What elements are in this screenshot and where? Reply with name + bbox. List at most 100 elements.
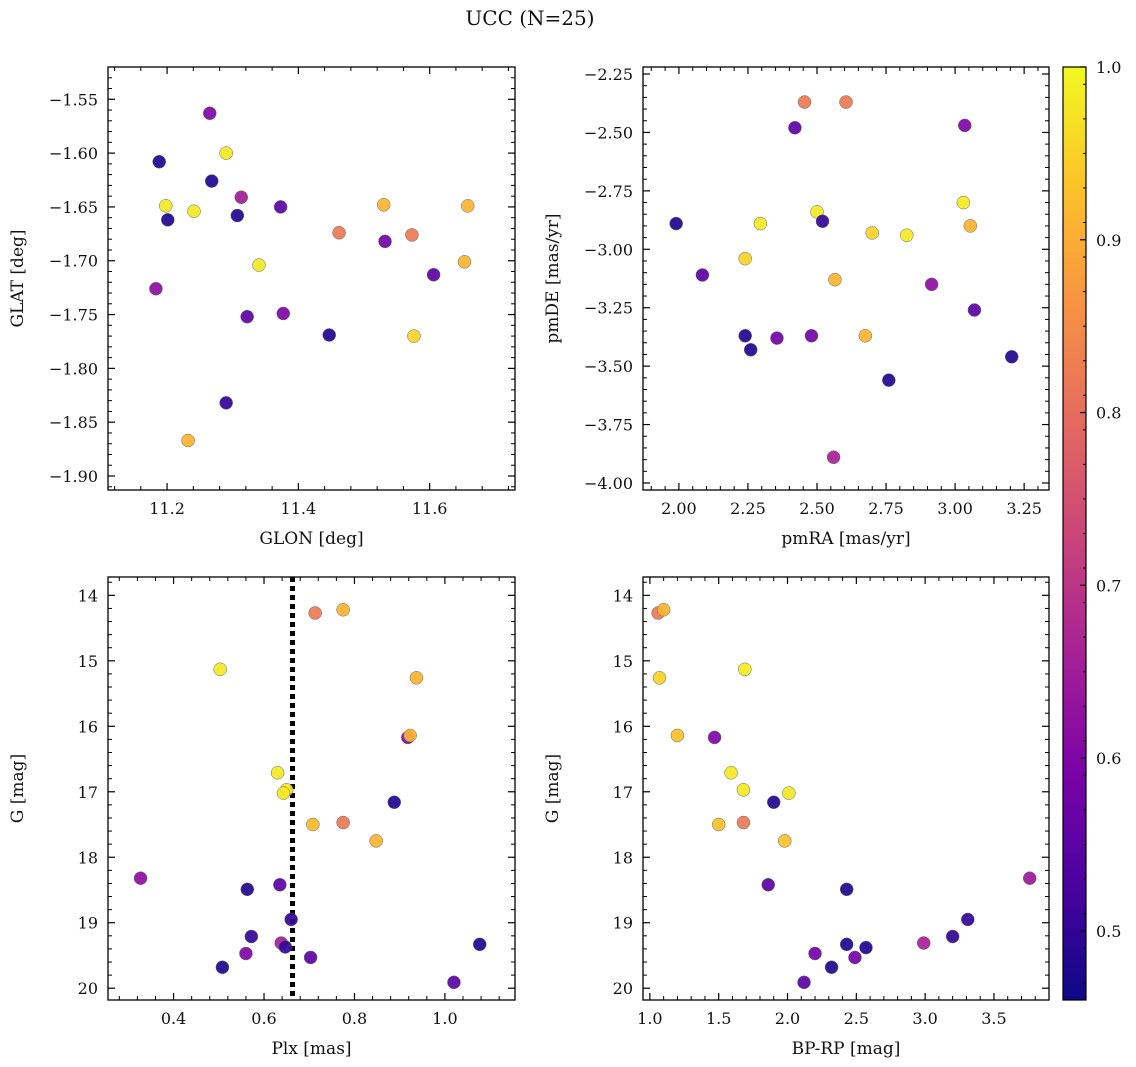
scatter-point [958, 118, 972, 133]
y-tick-label: −1.90 [49, 467, 98, 486]
y-axis-label: G [mag] [8, 754, 28, 823]
y-tick-label: −3.50 [584, 357, 633, 376]
y-tick-label: −3.00 [584, 240, 633, 259]
scatter-point [945, 929, 960, 944]
scatter-point [656, 602, 671, 617]
scatter-point [240, 309, 254, 324]
scatter-point [276, 306, 291, 321]
x-tick-label: 2.50 [799, 499, 835, 518]
scatter-point [900, 228, 914, 243]
scatter-point [770, 331, 784, 345]
scatter-point [738, 251, 752, 266]
y-tick-label: −2.25 [584, 65, 633, 84]
scatter-point [848, 950, 862, 965]
scatter-point [303, 950, 318, 965]
scatter-point [967, 303, 982, 317]
y-tick-label: −3.25 [584, 299, 633, 318]
scatter-point [133, 871, 148, 885]
y-tick-label: 16 [613, 717, 633, 736]
scatter-point [839, 882, 854, 897]
colorbar-tick-label: 0.5 [1096, 922, 1121, 941]
figure-title: UCC (N=25) [465, 6, 595, 30]
scatter-point [865, 226, 879, 240]
y-tick-label: −1.55 [49, 90, 98, 109]
x-tick-label: 0.6 [251, 1009, 276, 1028]
subplot-glon-glat: 11.2 11.4 11.6 −1.90 −1.85 −1.80 −1.75 −1.70 −1.… [8, 66, 516, 549]
x-tick-label: 3.0 [912, 1009, 937, 1028]
scatter-point [858, 329, 873, 343]
y-axis-label: pmDE [mas/yr] [543, 213, 563, 343]
scatter-point [409, 671, 424, 685]
scatter-point [284, 912, 298, 927]
scatter-point [230, 208, 245, 223]
scatter-point [743, 343, 758, 357]
scatter-point [788, 121, 802, 135]
scatter-point [239, 946, 253, 961]
x-tick-label: 3.25 [1006, 499, 1042, 518]
y-tick-label: −3.75 [584, 416, 633, 435]
scatter-point [761, 878, 775, 892]
scatter-point [652, 671, 667, 685]
x-tick-label: 1.5 [706, 1009, 731, 1028]
scatter-point [219, 146, 233, 160]
scatter-point [336, 815, 350, 830]
scatter-point [736, 783, 751, 797]
y-tick-label: −1.70 [49, 252, 98, 271]
scatter-point [804, 329, 819, 343]
x-axis-label: BP-RP [mag] [792, 1039, 901, 1059]
scatter-point [378, 234, 392, 249]
scatter-point [336, 602, 350, 617]
scatter-point [234, 190, 249, 204]
scatter-point [797, 975, 811, 990]
scatter-point [707, 730, 722, 745]
x-tick-label: 2.5 [844, 1009, 869, 1028]
scatter-point [839, 937, 854, 952]
scatter-point [308, 606, 322, 620]
y-tick-label: 20 [613, 979, 633, 998]
x-tick-label: 0.4 [161, 1009, 186, 1028]
scatter-point [808, 946, 822, 961]
y-tick-label: −1.80 [49, 359, 98, 378]
scatter-point [766, 795, 781, 810]
y-tick-label: 15 [78, 652, 98, 671]
scatter-point [426, 267, 441, 282]
colorbar-tick-label: 1.0 [1096, 58, 1121, 77]
axes-frame [642, 576, 1050, 1001]
scatter-point [859, 940, 873, 955]
y-tick-label: 20 [78, 979, 98, 998]
y-tick-label: 15 [613, 652, 633, 671]
scatter-point [273, 200, 288, 214]
scatter-point [963, 219, 978, 233]
x-tick-label: 1.0 [637, 1009, 662, 1028]
scatter-point [187, 204, 201, 218]
scatter-point [695, 268, 710, 282]
y-axis-label: GLAT [deg] [8, 229, 28, 327]
scatter-point [447, 975, 461, 990]
scatter-point [778, 834, 792, 848]
scatter-point [736, 815, 751, 830]
y-tick-label: −1.75 [49, 306, 98, 325]
x-tick-label: 2.00 [661, 499, 697, 518]
y-tick-label: 19 [613, 914, 633, 933]
scatter-point [472, 937, 487, 952]
scatter-point [152, 154, 166, 169]
x-tick-label: 0.8 [342, 1009, 367, 1028]
x-axis-label: GLON [deg] [259, 529, 363, 549]
scatter-point [405, 228, 419, 242]
y-tick-label: 19 [78, 914, 98, 933]
scatter-point [924, 277, 939, 292]
scatter-point [669, 216, 683, 231]
scatter-point [711, 817, 726, 832]
scatter-point [782, 786, 796, 800]
y-tick-label: 14 [78, 586, 98, 605]
axes-frame [107, 576, 516, 1001]
scatter-point [387, 795, 402, 810]
colorbar: 0.5 0.6 0.7 0.8 0.9 1.0 [1062, 58, 1121, 1001]
y-tick-label: −2.50 [584, 123, 633, 142]
scatter-point [244, 929, 259, 944]
scatter-point [407, 329, 421, 343]
scatter-point [753, 216, 768, 231]
scatter-point [882, 373, 896, 387]
scatter-point [276, 786, 291, 800]
